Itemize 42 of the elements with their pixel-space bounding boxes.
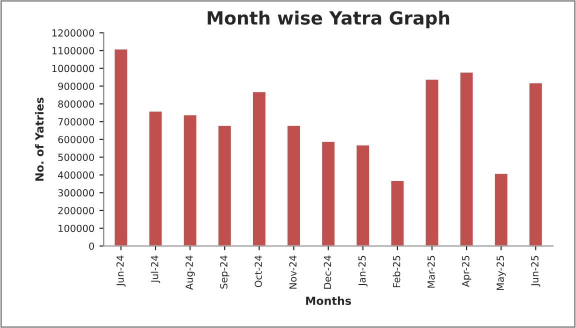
x-tick-label: Sep-24 [220,256,230,289]
bar [494,172,509,246]
x-tick-label: Jul-24 [150,256,160,284]
bar [390,180,406,246]
x-tick-label: Feb-25 [392,256,400,288]
x-tick-label: May-25 [496,256,506,290]
y-tick-label: 500000 [58,154,94,161]
y-tick-label: 800000 [58,100,94,108]
bar [252,90,267,246]
y-tick-label: 300000 [58,189,94,197]
x-tick-label: Nov-24 [289,256,297,289]
y-tick-label: 900000 [58,82,94,90]
y-tick-label: 200000 [58,206,94,214]
bar [355,144,370,246]
x-axis-title: Months [306,296,352,305]
x-tick-label: Oct-24 [254,256,262,288]
bar [182,114,198,246]
y-tick-label: 1100000 [52,47,94,54]
y-tick-label: 100000 [58,224,94,232]
y-tick-label: 700000 [58,118,94,126]
chart-title: Month wise Yatra Graph [208,10,450,28]
y-tick-label: 600000 [58,136,94,144]
bar [320,140,336,246]
x-tick-label: Jun-24 [116,256,126,287]
x-tick-label: Mar-25 [427,256,435,288]
x-tick-label: Dec-24 [324,256,332,289]
x-tick-label: Apr-25 [462,256,472,288]
x-tick-label: Jan-25 [358,256,368,286]
bar [217,124,232,246]
x-tick-label: Aug-24 [186,256,195,290]
bar [286,124,302,246]
bar [113,48,129,246]
bar [148,110,164,246]
bar [424,78,440,246]
bar [528,82,544,246]
y-tick-label: 0 [89,242,94,250]
y-tick-label: 400000 [58,171,94,179]
y-axis-title: No. of Yatries [35,98,44,181]
bar [458,71,474,246]
x-tick-label: Jun-25 [531,256,540,287]
y-tick-label: 1000000 [52,64,94,72]
y-tick-label: 1200000 [52,29,94,37]
